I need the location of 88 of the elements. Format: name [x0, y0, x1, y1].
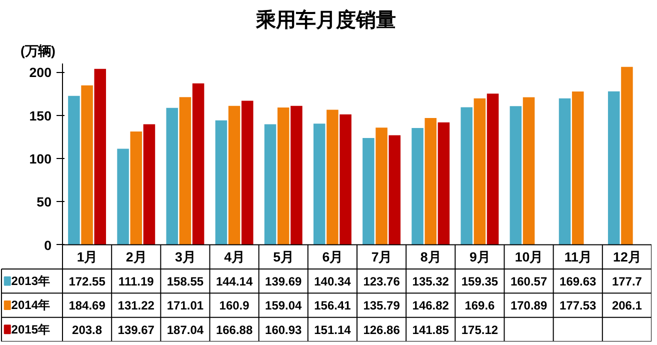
bar	[143, 124, 156, 245]
bar	[460, 107, 473, 245]
data-label: 175.12	[461, 322, 498, 337]
y-tick-label: 50	[36, 194, 52, 210]
data-label: 169.6	[464, 298, 496, 313]
bar	[326, 110, 338, 245]
bar	[474, 98, 486, 245]
bar	[412, 128, 424, 245]
y-tick-label: 0	[44, 238, 52, 253]
data-label: 159.04	[265, 298, 302, 313]
y-axis-title: (万辆)	[20, 44, 56, 58]
y-tick-label: 150	[29, 108, 52, 124]
data-label: 170.89	[510, 298, 548, 313]
x-tick-label: 10月	[514, 249, 543, 264]
x-tick-label: 11月	[564, 249, 592, 264]
bar	[192, 83, 204, 245]
data-label: 159.35	[461, 274, 498, 289]
bar	[215, 120, 228, 245]
bar	[277, 107, 290, 245]
bar	[340, 114, 352, 245]
data-label: 126.86	[363, 322, 400, 337]
x-tick-label: 1月	[76, 249, 98, 264]
chart-title: 乘用车月度销量	[255, 8, 396, 32]
data-label: 151.14	[314, 322, 352, 337]
x-tick-label: 3月	[175, 249, 196, 264]
data-label: 177.7	[612, 274, 642, 289]
data-label: 177.53	[560, 298, 597, 313]
x-tick-label: 5月	[273, 249, 294, 264]
data-label: 123.76	[363, 274, 400, 289]
bar	[376, 128, 388, 245]
bar	[264, 124, 276, 245]
bar	[313, 124, 326, 245]
bar	[388, 135, 401, 245]
bar	[510, 106, 522, 245]
data-label: 169.63	[560, 274, 597, 289]
data-label: 166.88	[216, 322, 253, 337]
y-tick-label: 200	[29, 65, 52, 80]
bar	[94, 68, 106, 245]
bar	[130, 132, 142, 245]
bar	[572, 92, 584, 245]
bar	[608, 91, 620, 245]
bar	[522, 97, 535, 245]
data-label: 206.1	[612, 298, 642, 313]
bar	[68, 96, 80, 245]
x-tick-label: 12月	[613, 249, 641, 264]
data-label: 160.93	[265, 322, 302, 337]
data-label: 160.57	[510, 274, 548, 289]
data-label: 111.19	[118, 274, 154, 289]
data-label: 139.69	[265, 274, 302, 289]
bar	[621, 66, 633, 245]
data-label: 131.22	[118, 298, 155, 313]
bar	[179, 97, 192, 245]
bar	[438, 122, 450, 245]
data-label: 203.8	[72, 322, 102, 337]
x-tick-label: 6月	[322, 249, 343, 264]
data-label: 140.34	[314, 274, 352, 289]
data-label: 135.32	[412, 274, 450, 289]
x-tick-label: 9月	[470, 249, 490, 264]
x-tick-label: 7月	[371, 249, 392, 264]
x-tick-label: 8月	[420, 249, 441, 264]
data-label: 135.79	[363, 298, 400, 313]
data-label: 144.14	[216, 274, 253, 289]
legend-label: 2015年	[11, 322, 50, 336]
data-label: 184.69	[68, 298, 106, 313]
bar	[362, 138, 374, 245]
data-label: 146.82	[412, 298, 450, 313]
bar	[558, 98, 571, 245]
data-label: 158.55	[166, 274, 204, 289]
legend-label: 2013年	[11, 274, 50, 288]
bar	[117, 148, 129, 245]
bar	[241, 100, 254, 245]
data-label: 139.67	[118, 322, 155, 337]
data-label: 187.04	[166, 322, 204, 337]
bar	[290, 106, 302, 245]
bar	[228, 106, 240, 245]
data-label: 172.55	[68, 274, 106, 289]
bar	[166, 108, 178, 245]
data-label: 160.9	[219, 298, 250, 313]
legend-label: 2014年	[11, 298, 50, 312]
data-label: 156.41	[314, 298, 352, 313]
x-tick-label: 4月	[224, 249, 245, 264]
bar	[486, 94, 499, 245]
data-label: 141.85	[412, 322, 450, 337]
y-tick-label: 100	[29, 151, 52, 166]
data-label: 171.01	[166, 298, 204, 313]
bar	[81, 85, 93, 245]
x-tick-label: 2月	[126, 249, 146, 264]
bar	[424, 118, 437, 245]
